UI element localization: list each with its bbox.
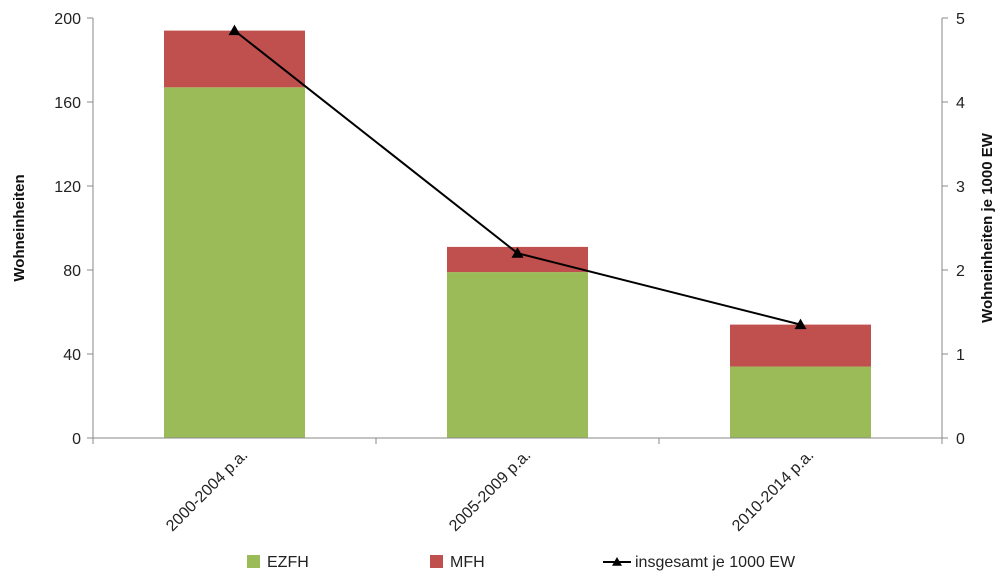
right-tick-label: 4	[956, 95, 965, 112]
bar-ezfh-2	[730, 366, 871, 438]
right-tick-label: 0	[956, 431, 965, 448]
left-tick-label: 200	[54, 11, 81, 28]
bar-ezfh-0	[164, 87, 305, 439]
right-tick-label: 3	[956, 179, 965, 196]
left-tick-label: 40	[63, 347, 81, 364]
category-label-1: 2005-2009 p.a.	[446, 447, 534, 535]
legend-label-ezfh: EZFH	[267, 554, 309, 571]
y-axis-title: Wohneinheiten	[11, 174, 28, 281]
y2-axis-title: Wohneinheiten je 1000 EW	[979, 132, 996, 323]
left-tick-label: 0	[72, 431, 81, 448]
left-axis: 0 40 80 120 160 200	[54, 11, 94, 448]
legend-label-mfh: MFH	[450, 554, 485, 571]
line-marker-0	[228, 24, 241, 36]
plot-area	[164, 24, 871, 439]
right-axis: 0 1 2 3 4 5	[941, 11, 965, 448]
right-tick-label: 2	[956, 263, 965, 280]
x-axis: 2000-2004 p.a. 2005-2009 p.a. 2010-2014 p.…	[92, 437, 943, 535]
line-marker-1	[511, 247, 524, 258]
bar-mfh-2	[730, 324, 871, 367]
right-tick-label: 1	[956, 347, 965, 364]
line-marker-2	[794, 318, 807, 330]
left-tick-label: 120	[54, 179, 81, 196]
bar-mfh-0	[164, 30, 305, 88]
category-label-0: 2000-2004 p.a.	[163, 447, 251, 535]
legend: EZFH MFH insgesamt je 1000 EW	[247, 554, 796, 571]
category-label-2: 2010-2014 p.a.	[729, 447, 817, 535]
right-tick-label: 5	[956, 11, 965, 28]
legend-label-total: insgesamt je 1000 EW	[635, 554, 796, 571]
legend-swatch-ezfh	[247, 555, 260, 568]
bar-ezfh-1	[447, 272, 588, 438]
legend-swatch-mfh	[430, 555, 443, 568]
left-tick-label: 160	[54, 95, 81, 112]
left-tick-label: 80	[63, 263, 81, 280]
legend-triangle-icon	[612, 557, 622, 566]
